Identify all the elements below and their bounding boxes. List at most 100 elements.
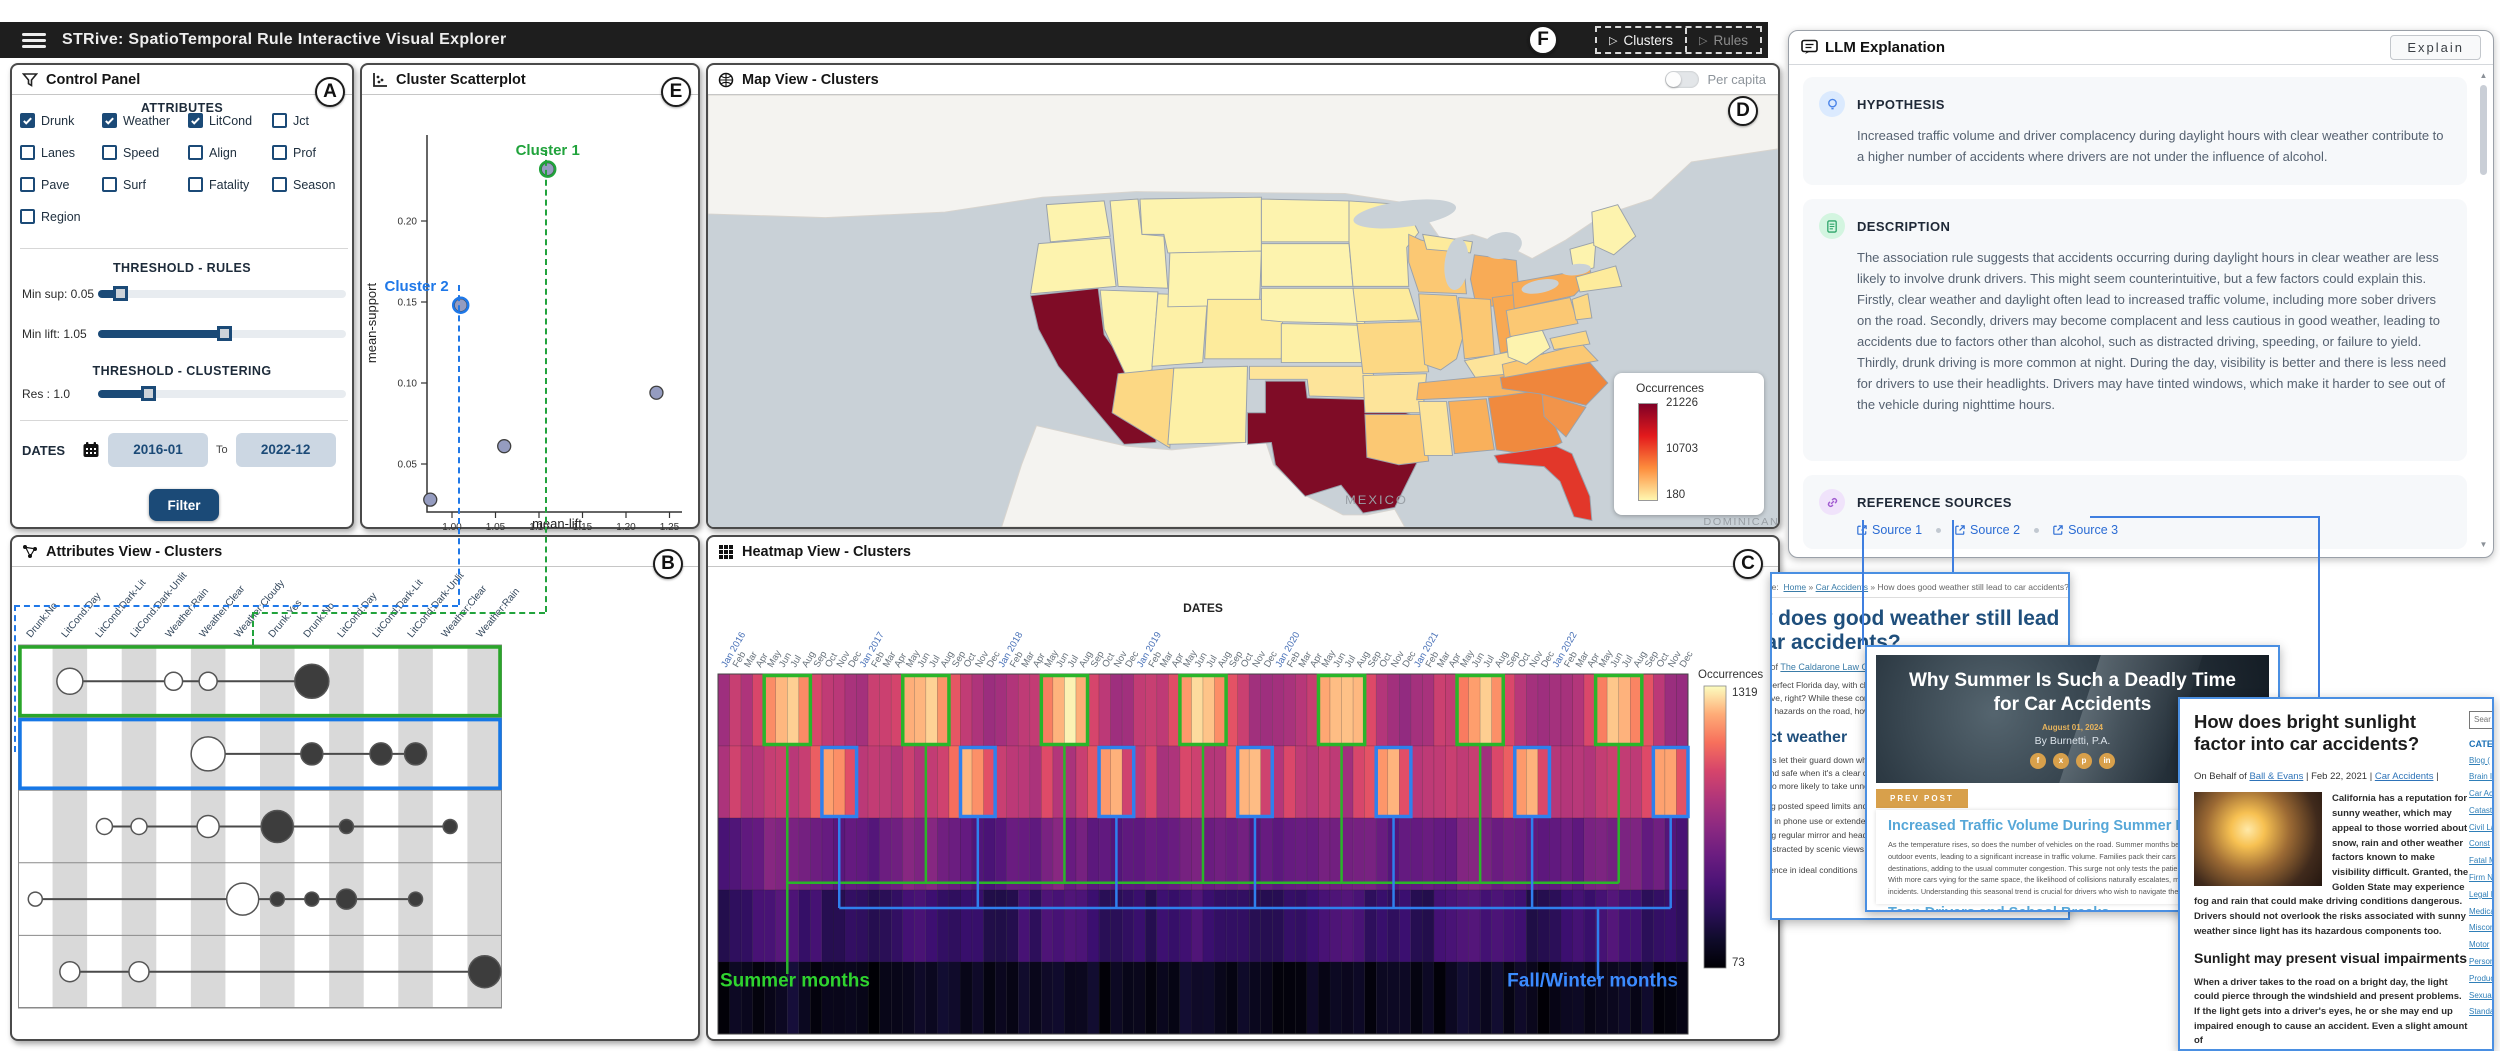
rule-item-circle[interactable] [199,672,217,690]
heatmap-cell[interactable] [1457,962,1469,1034]
heatmap-cell[interactable] [961,890,973,962]
heatmap-cell[interactable] [730,890,742,962]
heatmap-cell[interactable] [718,674,730,746]
category-link[interactable]: Firm N [2469,870,2494,887]
heatmap-cell[interactable] [1422,746,1434,818]
heatmap-cell[interactable] [787,818,799,890]
heatmap-cell[interactable] [1342,746,1354,818]
checkbox-litcond[interactable]: LitCond [188,113,272,128]
heatmap-cell[interactable] [776,674,788,746]
heatmap-cell[interactable] [1064,890,1076,962]
heatmap-cell[interactable] [1076,962,1088,1034]
heatmap-cell[interactable] [1492,818,1504,890]
heatmap-cell[interactable] [949,890,961,962]
heatmap-cell[interactable] [868,746,880,818]
checkbox-jct[interactable]: Jct [272,113,342,128]
breadcrumb-home-link[interactable]: Home [1783,582,1806,592]
heatmap-cell[interactable] [1411,674,1423,746]
heatmap-cell[interactable] [1134,818,1146,890]
rule-item-circle[interactable] [305,892,319,906]
heatmap-cell[interactable] [1515,890,1527,962]
heatmap-cell[interactable] [718,746,730,818]
heatmap-cell[interactable] [880,818,892,890]
heatmap-cell[interactable] [1538,674,1550,746]
heatmap-cell[interactable] [914,674,926,746]
state-ND[interactable] [1261,199,1349,242]
heatmap-cell[interactable] [1434,674,1446,746]
rule-item-circle[interactable] [129,962,149,982]
heatmap-cell[interactable] [1619,746,1631,818]
heatmap-cell[interactable] [1422,890,1434,962]
heatmap-cell[interactable] [1318,890,1330,962]
heatmap-cell[interactable] [1584,890,1596,962]
heatmap-cell[interactable] [1284,818,1296,890]
heatmap-cell[interactable] [1492,962,1504,1034]
min-sup-slider-handle[interactable] [113,286,128,301]
heatmap-cell[interactable] [764,890,776,962]
social-icon-x[interactable]: x [2053,753,2069,769]
heatmap-cell[interactable] [1318,746,1330,818]
heatmap-cell[interactable] [1030,746,1042,818]
heatmap-cell[interactable] [1399,962,1411,1034]
checkbox-weather[interactable]: Weather [102,113,188,128]
category-link[interactable]: Blog ( [2469,753,2494,770]
heatmap-cell[interactable] [1353,818,1365,890]
heatmap-cell[interactable] [891,890,903,962]
heatmap-cell[interactable] [730,674,742,746]
heatmap-cell[interactable] [741,890,753,962]
heatmap-cell[interactable] [741,674,753,746]
heatmap-cell[interactable] [1469,818,1481,890]
heatmap-cell[interactable] [926,962,938,1034]
heatmap-cell[interactable] [1261,962,1273,1034]
rule-item-circle[interactable] [96,819,112,835]
state-SD[interactable] [1261,244,1353,287]
heatmap-cell[interactable] [903,818,915,890]
category-link[interactable]: Produc [2469,971,2494,988]
heatmap-cell[interactable] [984,674,996,746]
rule-item-circle[interactable] [301,743,323,765]
heatmap-cell[interactable] [1434,818,1446,890]
heatmap-cell[interactable] [1099,890,1111,962]
heatmap-cell[interactable] [1330,746,1342,818]
state-LA[interactable] [1365,415,1429,465]
heatmap-cell[interactable] [1295,890,1307,962]
state-MS[interactable] [1419,402,1453,456]
heatmap-cell[interactable] [926,746,938,818]
scatter-point[interactable] [650,386,663,399]
heatmap-cell[interactable] [1088,818,1100,890]
heatmap-cell[interactable] [1203,818,1215,890]
checkbox-prof[interactable]: Prof [272,145,342,160]
heatmap-cell[interactable] [1157,890,1169,962]
heatmap-cell[interactable] [1053,674,1065,746]
state-NM[interactable] [1168,366,1248,444]
heatmap-cell[interactable] [1111,746,1123,818]
heatmap-cell[interactable] [1007,674,1019,746]
heatmap-cell[interactable] [1203,674,1215,746]
heatmap-cell[interactable] [1330,890,1342,962]
heatmap-cell[interactable] [1134,674,1146,746]
heatmap-cell[interactable] [1295,962,1307,1034]
hamburger-menu-icon[interactable] [22,33,46,48]
heatmap-cell[interactable] [1261,674,1273,746]
category-link[interactable]: Catast [2469,803,2494,820]
heatmap-cell[interactable] [1145,890,1157,962]
heatmap-cell[interactable] [1353,962,1365,1034]
heatmap-cell[interactable] [787,890,799,962]
heatmap-cell[interactable] [1157,818,1169,890]
heatmap-cell[interactable] [1376,818,1388,890]
heatmap-cell[interactable] [903,746,915,818]
heatmap-cell[interactable] [1526,674,1538,746]
heatmap-cell[interactable] [1469,962,1481,1034]
heatmap-cell[interactable] [718,890,730,962]
heatmap-cell[interactable] [1399,674,1411,746]
heatmap-cell[interactable] [1318,818,1330,890]
scatter-point[interactable] [498,440,511,453]
heatmap-cell[interactable] [1480,746,1492,818]
heatmap-cell[interactable] [1457,818,1469,890]
heatmap-cell[interactable] [1018,962,1030,1034]
heatmap-cell[interactable] [1122,962,1134,1034]
state-OR[interactable] [1030,238,1116,294]
heatmap-cell[interactable] [1434,890,1446,962]
heatmap-cell[interactable] [1099,962,1111,1034]
heatmap-cell[interactable] [1272,890,1284,962]
